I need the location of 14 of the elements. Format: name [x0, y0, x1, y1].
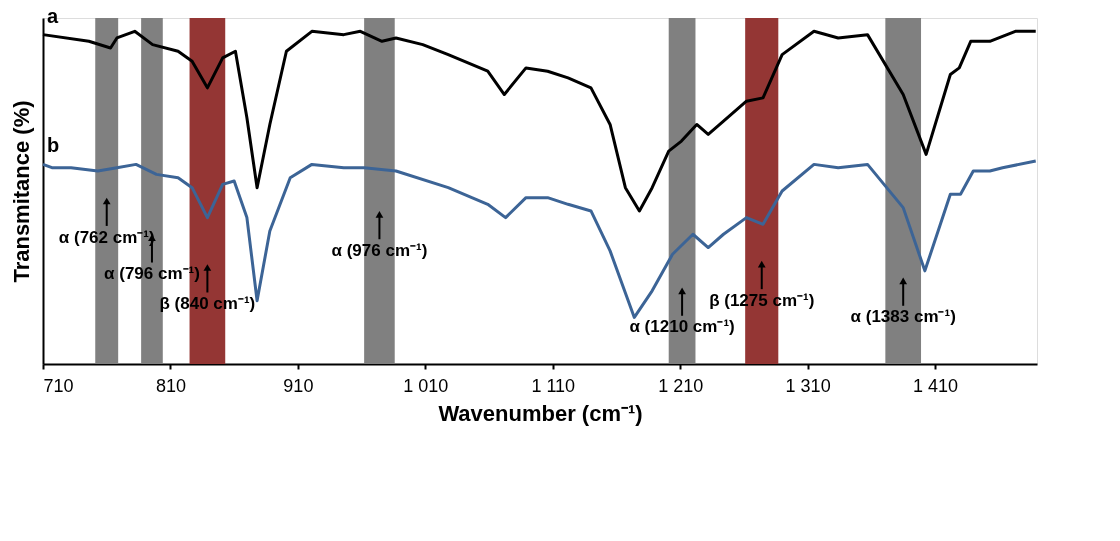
- series-label: b: [47, 134, 60, 157]
- y-axis-title: Transmitance (%): [8, 100, 34, 283]
- x-axis-title: Wavenumber (cm⁻¹): [438, 400, 643, 426]
- x-tick-label: 1 110: [531, 375, 576, 396]
- x-tick-label: 1 310: [785, 375, 831, 396]
- x-tick-label: 710: [43, 375, 74, 396]
- annotation: α (1210 cm⁻¹): [629, 317, 735, 337]
- x-tick-label: 1 010: [403, 375, 449, 396]
- series-label: a: [47, 4, 59, 27]
- x-tick-label: 1 210: [658, 375, 704, 396]
- x-tick-label: 910: [283, 375, 314, 396]
- x-tick-label: 1 410: [913, 375, 959, 396]
- x-tick-label: 810: [155, 375, 186, 396]
- annotation: α (976 cm⁻¹): [331, 240, 428, 260]
